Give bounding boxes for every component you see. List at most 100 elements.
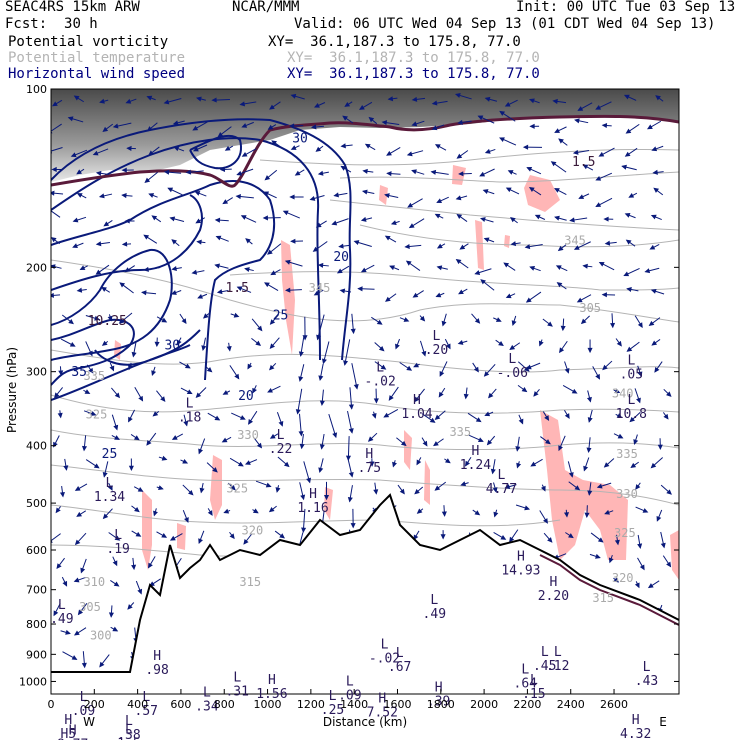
organization: NCAR/MMM (232, 0, 300, 15)
wind-vector-head (484, 148, 491, 154)
wind-vector-head (571, 388, 578, 394)
wind-vector-head (569, 217, 575, 223)
wind-vector-head (616, 340, 622, 347)
wind-vector-head (318, 467, 324, 474)
wind-vector-head (483, 371, 490, 377)
wind-vector-head (147, 562, 153, 569)
wind-vector-head (503, 262, 510, 268)
y-axis: 100 200 300 400 500 600 700 800 900 1000 (19, 83, 679, 688)
wind-vector-head (269, 319, 276, 325)
wind-vector-head (340, 143, 346, 149)
wind-vector-head (626, 346, 633, 352)
wind-vector-head (275, 487, 281, 493)
wind-vector-head (623, 271, 630, 277)
wind-vector-head (63, 465, 69, 471)
theta-contour-label: 330 (616, 487, 638, 501)
extremum-value: .64 (514, 677, 538, 692)
theta-contour-label: 300 (90, 629, 112, 643)
wind-vector-head (411, 169, 417, 175)
wind-vector-head (495, 317, 502, 322)
wind-vector-head (317, 170, 324, 176)
wind-vector-head (518, 418, 524, 425)
wind-vector-head (625, 239, 632, 245)
theta-contour-label: 325 (226, 482, 248, 496)
wind-vector-head (371, 412, 377, 419)
wind-vector (51, 533, 61, 542)
legend-theta-xy: XY= 36.1,187.3 to 175.8, 77.0 (287, 50, 540, 66)
wind-vector-head (457, 340, 464, 345)
wind-vector-head (595, 373, 601, 380)
wind-vector-head (547, 321, 553, 327)
wind-vector-head (500, 534, 507, 540)
wind-vector-head (128, 465, 134, 472)
wind-vector-head (216, 289, 223, 295)
wind-vector-head (629, 416, 635, 423)
wind-vector-head (651, 146, 658, 152)
wind-contour (51, 137, 321, 361)
wind-vector-head (405, 260, 412, 266)
extremum-marker: L (433, 329, 441, 344)
wind-vector-head (564, 413, 570, 419)
extremum-marker: L (430, 593, 438, 608)
wind-vector-head (587, 417, 593, 423)
wind-vector-head (439, 370, 445, 377)
wind-vector-head (655, 95, 661, 101)
extremum-marker: L (233, 670, 241, 685)
y-tick-label: 100 (26, 83, 47, 96)
extremum-value: .31 (225, 684, 248, 699)
wind-vector-head (101, 340, 108, 346)
wind-vector-head (633, 439, 639, 445)
wind-vector-head (161, 317, 168, 323)
wind-vector-head (637, 322, 643, 329)
wind-vector-head (196, 96, 202, 102)
wind-vector-head (264, 282, 270, 288)
extremum-value: 1.04 (401, 407, 432, 422)
wind-vector-head (88, 367, 94, 374)
wind-vector-head (559, 347, 565, 354)
wind-vector-head (558, 445, 563, 452)
wind-vector-head (525, 364, 532, 370)
wind-vector-head (525, 297, 532, 303)
x-tick-label: 200 (84, 698, 105, 711)
wind-vector-head (358, 105, 365, 110)
wind-vector-head (407, 202, 413, 208)
wind-vector-head (131, 564, 137, 571)
legend-wind-xy: XY= 36.1,187.3 to 175.8, 77.0 (287, 66, 540, 82)
extremum-value: .15 (522, 687, 545, 702)
x-tick-label: 600 (170, 698, 191, 711)
theta-contour (359, 224, 679, 248)
wind-vector-head (95, 170, 102, 176)
wind-vector-head (239, 415, 246, 420)
theta-contour (51, 429, 679, 451)
wind-vector-head (141, 290, 147, 296)
extremum-value: .09 (338, 688, 361, 703)
extremum-marker: L (346, 674, 354, 689)
wind-vector-head (434, 213, 441, 219)
wind-vector-head (345, 455, 352, 461)
x-tick-label: 800 (214, 698, 235, 711)
wind-vector-head (411, 96, 418, 102)
wind-vector-head (239, 101, 246, 107)
wind-vector-head (568, 533, 574, 539)
extremum-marker: H (472, 444, 480, 459)
extremum-marker: H (632, 713, 640, 728)
wind-vector-head (176, 339, 182, 346)
wind-vector-head (515, 446, 521, 452)
pv-blob (177, 523, 186, 550)
wind-vector-head (637, 543, 643, 550)
wind-vector-head (408, 223, 415, 229)
extremum-value: .20 (425, 343, 448, 358)
wind-contour (51, 118, 352, 361)
wind-vector-head (526, 167, 533, 172)
theta-contour (259, 149, 679, 166)
wind-vector-head (222, 390, 229, 395)
pv-blob (404, 430, 412, 470)
wind-vector-head (267, 249, 273, 255)
wind-vector-head (252, 387, 257, 394)
wind-vector-head (143, 266, 149, 272)
wind-contour-label: 20 (333, 250, 349, 265)
wind-vector-head (169, 535, 176, 541)
wind-contour-label: 35 (71, 365, 87, 380)
extremum-value: .05 (620, 368, 643, 383)
wind-vector-head (107, 315, 113, 322)
